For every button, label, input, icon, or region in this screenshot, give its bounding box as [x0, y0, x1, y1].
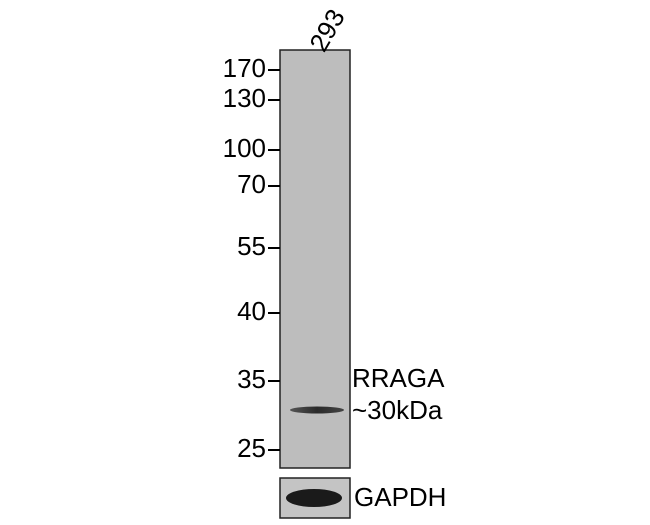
marker-label: 170 [223, 53, 266, 83]
marker-label: 35 [237, 364, 266, 394]
marker-label: 55 [237, 231, 266, 261]
marker-label: 130 [223, 83, 266, 113]
marker-label: 25 [237, 433, 266, 463]
marker-label: 100 [223, 133, 266, 163]
protein-label: RRAGA [352, 363, 445, 393]
marker-label: 40 [237, 296, 266, 326]
lane-label: 293 [303, 4, 351, 57]
marker-label: 70 [237, 169, 266, 199]
target-band [290, 406, 344, 414]
control-label: GAPDH [354, 482, 446, 512]
gapdh-band [286, 489, 342, 507]
blot-panel [279, 49, 351, 469]
size-label: ~30kDa [352, 395, 443, 425]
